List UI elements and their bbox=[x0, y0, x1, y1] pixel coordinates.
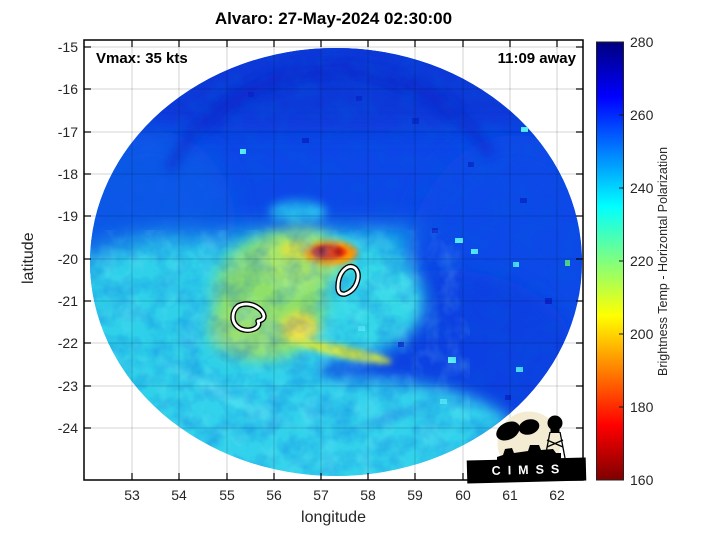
y-tick-label: -22 bbox=[57, 335, 78, 351]
contour-east bbox=[335, 263, 361, 297]
x-tick-label: 61 bbox=[502, 487, 518, 503]
y-tick-label: -19 bbox=[57, 208, 78, 224]
contour-west bbox=[230, 301, 267, 334]
colorbar-tick-label: 160 bbox=[630, 472, 654, 488]
colorbar-tick-label: 240 bbox=[630, 180, 654, 196]
y-tick-label: -23 bbox=[57, 378, 78, 394]
y-tick-label: -20 bbox=[57, 251, 78, 267]
satellite-dish-icon bbox=[518, 419, 540, 435]
x-tick-label: 54 bbox=[171, 487, 187, 503]
x-tick-label: 59 bbox=[407, 487, 423, 503]
x-tick-label: 57 bbox=[313, 487, 329, 503]
cimss-banner: CIMSS bbox=[466, 457, 587, 484]
water-tower-icon bbox=[547, 415, 563, 431]
colorbar-tick-label: 200 bbox=[630, 326, 654, 342]
x-tick-label: 53 bbox=[124, 487, 140, 503]
time-away-annotation: 11:09 away bbox=[497, 50, 576, 67]
colorbar-label: Brightness Temp - Horizontal Polarizatio… bbox=[656, 146, 670, 376]
y-axis-label: latitude bbox=[20, 232, 37, 284]
colorbar-tick-label: 220 bbox=[630, 253, 654, 269]
plot-title: Alvaro: 27-May-2024 02:30:00 bbox=[214, 9, 453, 28]
colorbar bbox=[596, 41, 624, 481]
grid-lines bbox=[84, 40, 583, 480]
satellite-dish-icon bbox=[496, 421, 520, 441]
colorbar-tick-label: 280 bbox=[630, 34, 654, 50]
y-tick-label: -21 bbox=[57, 293, 78, 309]
y-tick-label: -18 bbox=[57, 166, 78, 182]
y-tick-label: -17 bbox=[57, 124, 78, 140]
y-tick-label: -15 bbox=[57, 39, 78, 55]
axis-ticks bbox=[84, 40, 583, 480]
x-tick-label: 62 bbox=[549, 487, 565, 503]
colorbar-tick-label: 180 bbox=[630, 399, 654, 415]
vmax-annotation: Vmax: 35 kts bbox=[96, 50, 188, 67]
x-tick-label: 58 bbox=[360, 487, 376, 503]
x-tick-label: 55 bbox=[219, 487, 235, 503]
colorbar-tick-label: 260 bbox=[630, 107, 654, 123]
x-tick-label: 60 bbox=[455, 487, 471, 503]
x-tick-label: 56 bbox=[266, 487, 282, 503]
x-axis-label: longitude bbox=[301, 509, 366, 526]
y-tick-label: -24 bbox=[57, 420, 78, 436]
y-tick-label: -16 bbox=[57, 81, 78, 97]
swath-image bbox=[90, 48, 582, 476]
axes-border bbox=[83, 39, 584, 481]
